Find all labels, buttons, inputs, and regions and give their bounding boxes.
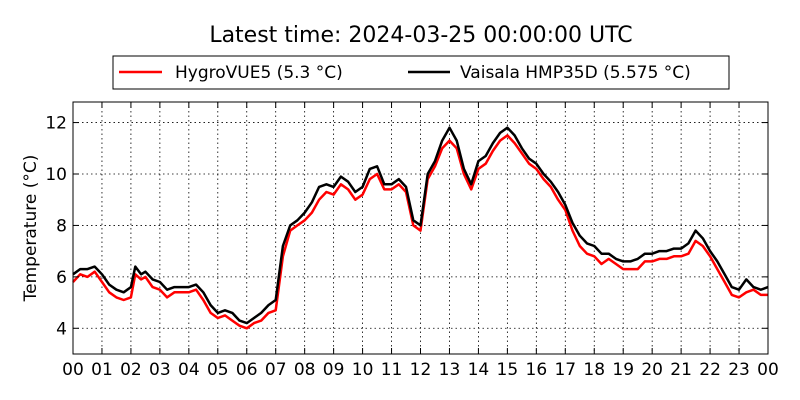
x-tick-label: 11 [381, 360, 403, 380]
series-line-vaisala [72, 126, 769, 325]
x-tick-label: 18 [583, 360, 605, 380]
legend: HygroVUE5 (5.3 °C) Vaisala HMP35D (5.575… [112, 55, 730, 90]
x-tick-label: 13 [439, 360, 461, 380]
y-tick-label: 4 [56, 319, 67, 339]
x-tick-label: 15 [497, 360, 519, 380]
x-tick-label: 00 [62, 360, 84, 380]
x-tick-label: 12 [410, 360, 432, 380]
x-tick-label: 21 [670, 360, 692, 380]
x-tick-label: 06 [236, 360, 258, 380]
x-tick-label: 19 [612, 360, 634, 380]
y-tick-label: 6 [56, 268, 67, 288]
x-tick-label: 01 [91, 360, 113, 380]
x-tick-label: 07 [265, 360, 287, 380]
legend-label-hygrovue5: HygroVUE5 (5.3 °C) [175, 63, 343, 83]
x-tick-label: 22 [699, 360, 721, 380]
chart-title: Latest time: 2024-03-25 00:00:00 UTC [209, 23, 632, 48]
x-tick-label: 03 [149, 360, 171, 380]
x-tick-label: 08 [294, 360, 316, 380]
series-lines [72, 126, 769, 330]
x-tick-label: 00 [757, 360, 779, 380]
series-line-hygrovue5 [72, 134, 768, 330]
y-axis-label: Temperature (°C) [21, 155, 41, 303]
x-tick-label: 10 [352, 360, 374, 380]
legend-label-vaisala: Vaisala HMP35D (5.575 °C) [460, 63, 691, 83]
axis-ticks: 00 01 02 03 04 05 06 07 08 09 10 11 12 13 14 15 16 17 18 19… [45, 102, 779, 380]
y-tick-label: 8 [56, 216, 67, 236]
y-tick-label: 12 [45, 114, 67, 134]
x-tick-label: 23 [728, 360, 750, 380]
x-tick-label: 14 [468, 360, 490, 380]
x-tick-label: 04 [178, 360, 200, 380]
x-tick-label: 17 [554, 360, 576, 380]
x-tick-label: 16 [526, 360, 548, 380]
x-tick-label: 09 [323, 360, 345, 380]
x-tick-label: 05 [207, 360, 229, 380]
x-tick-label: 20 [641, 360, 663, 380]
grid [73, 102, 768, 354]
x-tick-label: 02 [120, 360, 142, 380]
y-tick-label: 10 [45, 165, 67, 185]
